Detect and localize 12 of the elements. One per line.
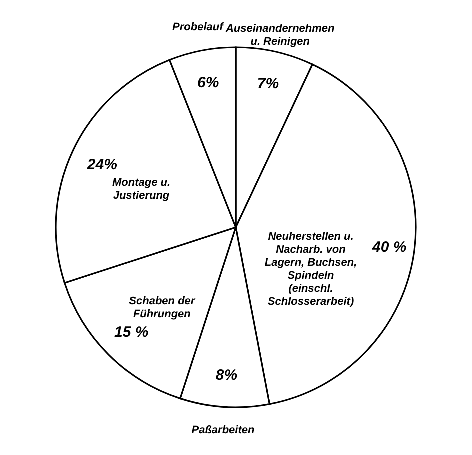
data-label: 15 % bbox=[114, 324, 149, 341]
slice-label: Neuherstellen u. Nacharb. von Lagern, Buchsen, Spindeln (einschl. Schlosserarbeit) bbox=[264, 230, 358, 308]
data-label: 40 % bbox=[371, 238, 407, 256]
data-label: 8% bbox=[216, 366, 238, 384]
data-label: 6% bbox=[198, 74, 220, 92]
slice-label: Auseinandernehmen u. Reinigen bbox=[224, 23, 336, 48]
slice-label: Schaben der Führungen bbox=[129, 295, 196, 320]
slice-label: Probelauf bbox=[172, 22, 225, 34]
slice-label: Montage u. Justierung bbox=[112, 177, 171, 202]
slice-label: Paßarbeiten bbox=[192, 424, 255, 436]
data-label: 24% bbox=[86, 156, 118, 174]
data-label: 7% bbox=[257, 75, 280, 92]
